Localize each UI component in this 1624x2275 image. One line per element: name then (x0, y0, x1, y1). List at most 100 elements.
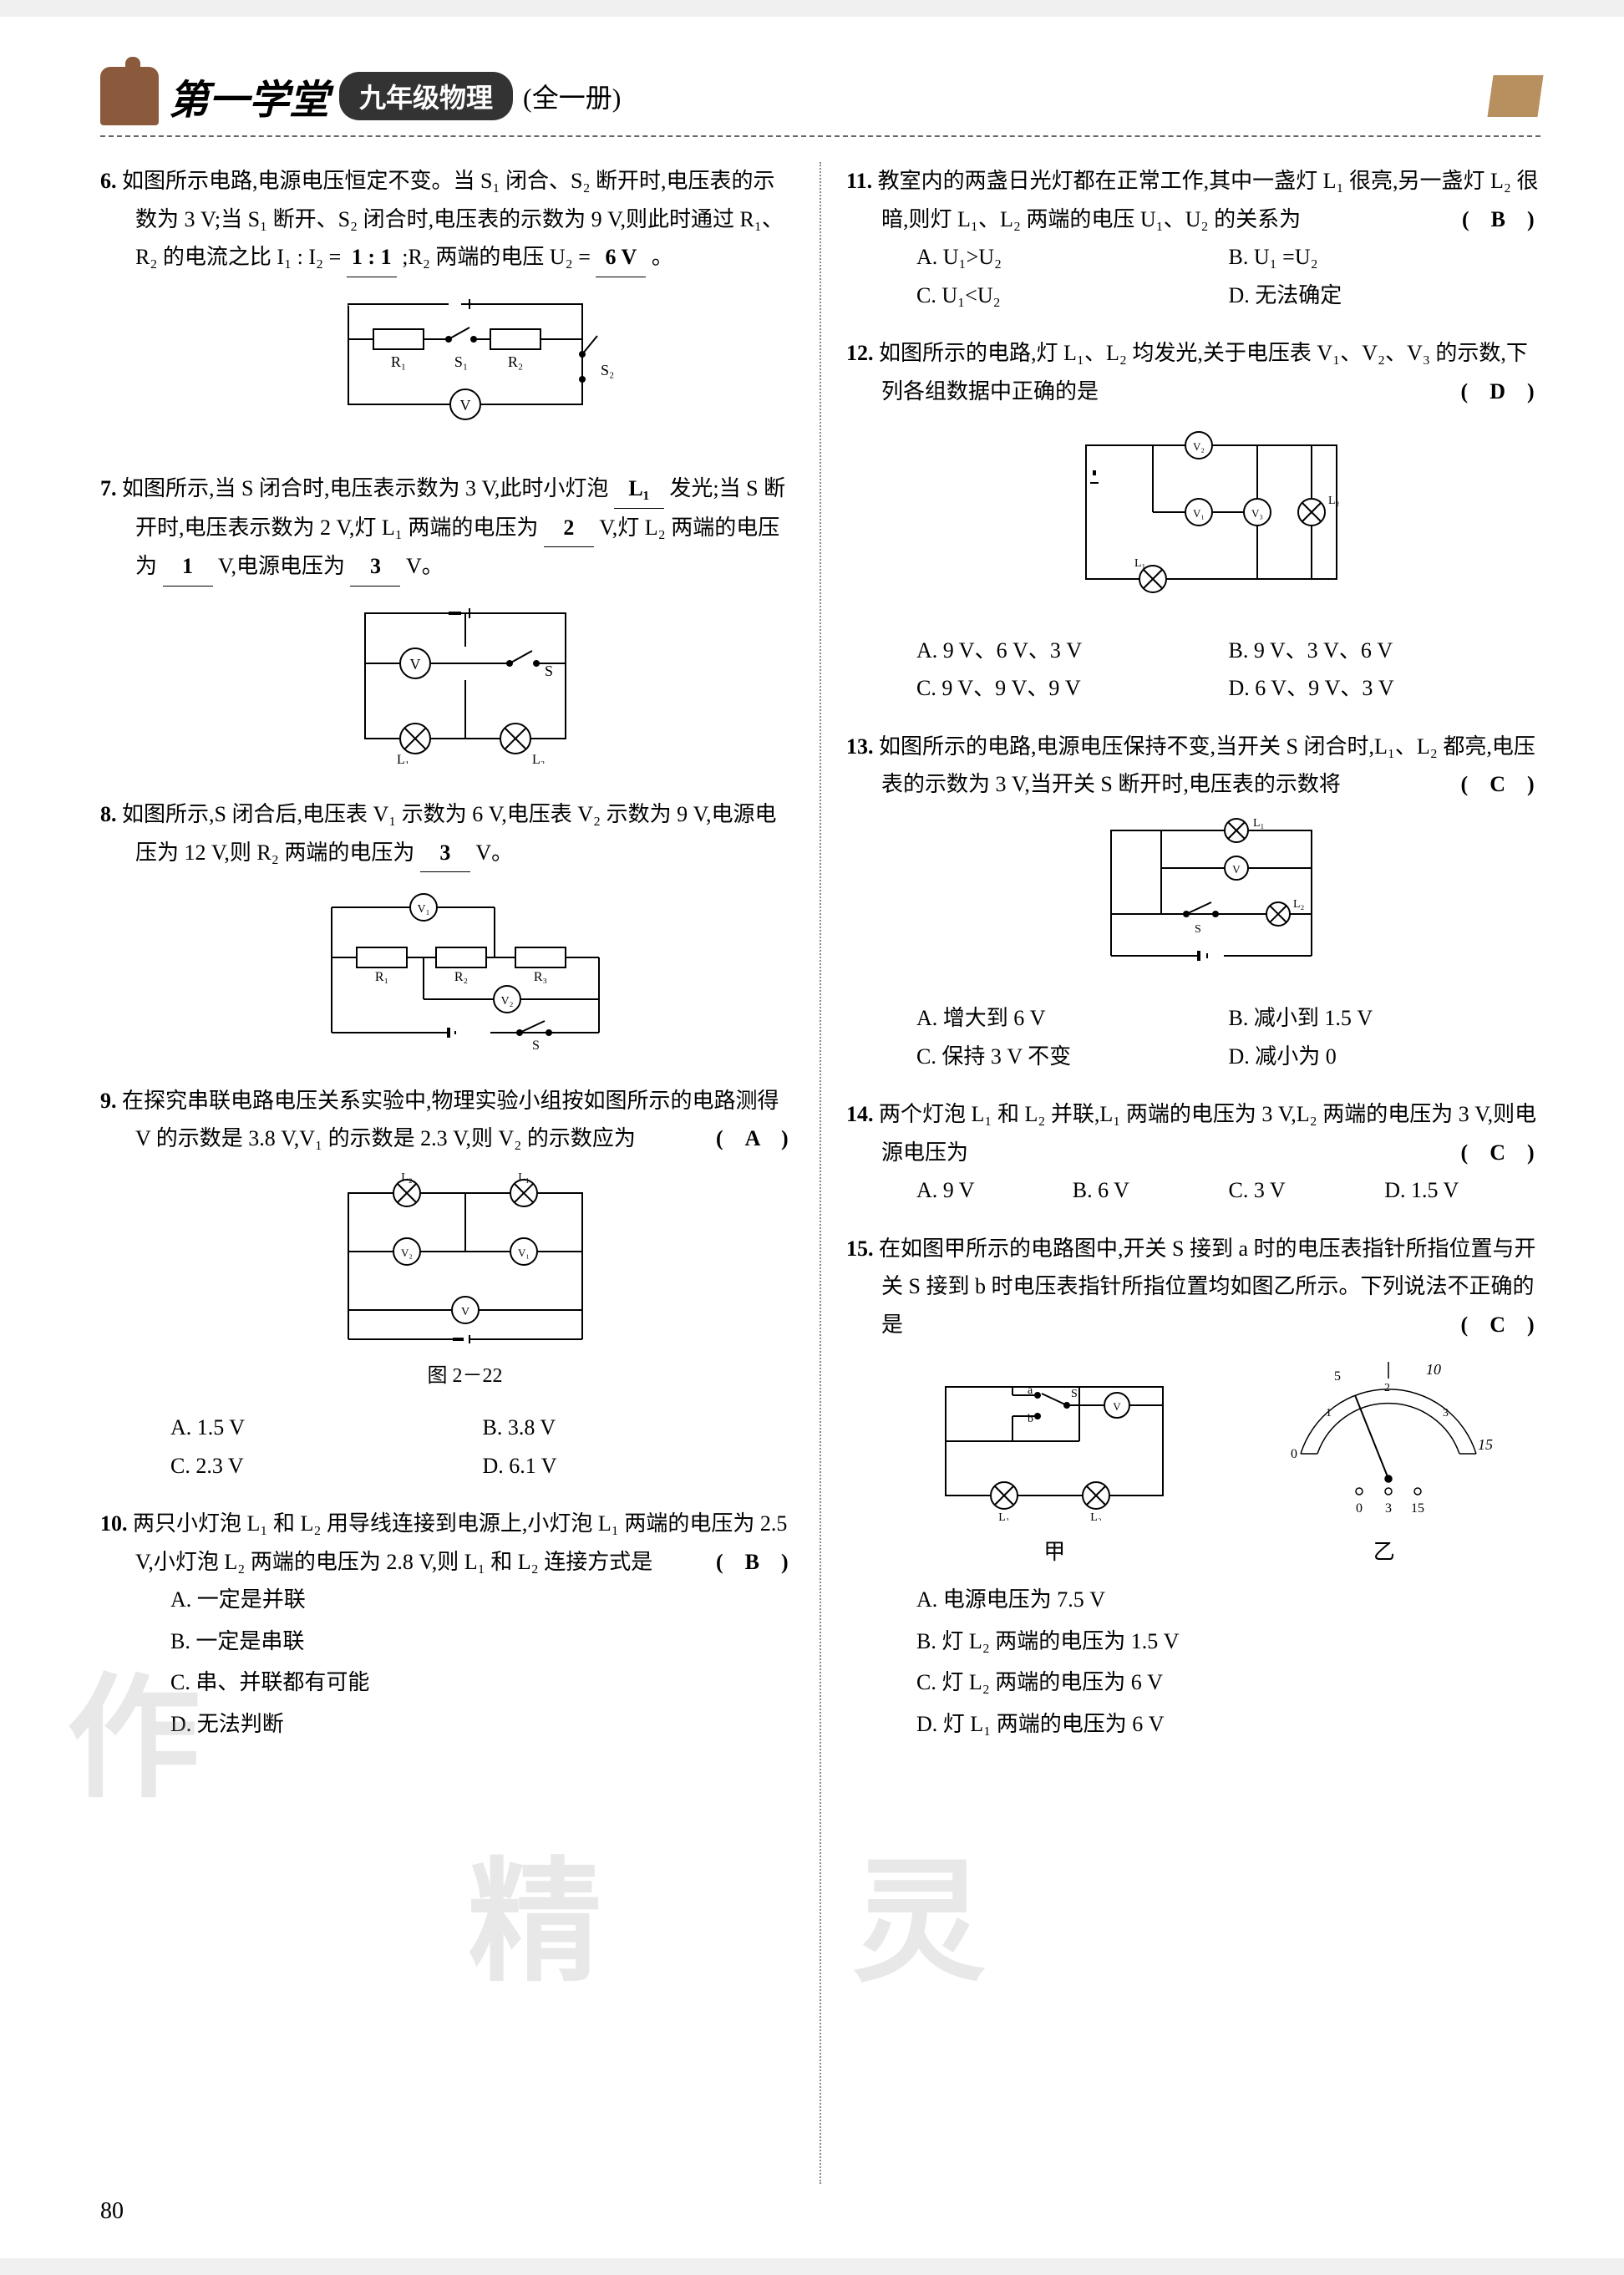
q15-opt-c: C. 灯 L₂ 两端的电压为 6 V (916, 1663, 1540, 1702)
q12-opt-c: C. 9 V、9 V、9 V (916, 669, 1229, 708)
q15-fig-a: a b S V L (929, 1370, 1180, 1571)
q15-opt-d: D. 灯 L₁ 两端的电压为 6 V (916, 1705, 1540, 1744)
svg-text:L₂: L₂ (1328, 495, 1340, 507)
q9-answer: ( A ) (751, 1120, 794, 1158)
q7-ans4: 3 (350, 547, 400, 587)
q14-options: A. 9 V B. 6 V C. 3 V D. 1.5 V (881, 1171, 1540, 1210)
q6-text-b: ;R₂ 两端的电压 U₂ = (402, 245, 596, 269)
question-13: 13. 如图所示的电路,电源电压保持不变,当开关 S 闭合时,L₁、L₂ 都亮,… (846, 728, 1540, 1076)
left-column: 6. 如图所示电路,电源电压恒定不变。当 S₁ 闭合、S₂ 断开时,电压表的示数… (100, 162, 794, 2184)
svg-text:L₁: L₁ (999, 1511, 1010, 1521)
q8-num: 8. (100, 802, 117, 826)
q10-answer: ( B ) (751, 1543, 794, 1582)
q7-text-d: V,电源电压为 (218, 554, 350, 578)
right-column: 11. 教室内的两盏日光灯都在正常工作,其中一盏灯 L₁ 很亮,另一盏灯 L₂ … (846, 162, 1540, 2184)
q9-opt-a: A. 1.5 V (170, 1409, 483, 1447)
q12-opt-a: A. 9 V、6 V、3 V (916, 632, 1229, 670)
question-14: 14. 两个灯泡 L₁ 和 L₂ 并联,L₁ 两端的电压为 3 V,L₂ 两端的… (846, 1095, 1540, 1210)
content-columns: 6. 如图所示电路,电源电压恒定不变。当 S₁ 闭合、S₂ 断开时,电压表的示数… (100, 162, 1540, 2184)
q13-opt-c: C. 保持 3 V 不变 (916, 1038, 1229, 1076)
question-11: 11. 教室内的两盏日光灯都在正常工作,其中一盏灯 L₁ 很亮,另一盏灯 L₂ … (846, 162, 1540, 314)
svg-text:V: V (459, 397, 470, 414)
svg-text:15: 15 (1411, 1501, 1424, 1516)
q10-text: 两只小灯泡 L₁ 和 L₂ 用导线连接到电源上,小灯泡 L₁ 两端的电压为 2.… (133, 1511, 787, 1574)
q9-opt-d: D. 6.1 V (483, 1447, 795, 1485)
q9-text: 在探究串联电路电压关系实验中,物理实验小组按如图所示的电路测得 V 的示数是 3… (122, 1089, 779, 1151)
thumb-icon (100, 67, 159, 125)
q14-answer: ( C ) (1496, 1134, 1540, 1172)
page: 第一学堂 九年级物理 (全一册) 6. 如图所示电路,电源电压恒定不变。当 S₁… (0, 17, 1624, 2258)
svg-text:R₁: R₁ (374, 970, 388, 984)
svg-text:0: 0 (1291, 1447, 1297, 1461)
q9-circuit: L₂ L₁ V₂ V₁ V (135, 1168, 794, 1394)
q10-opt-c: C. 串、并联都有可能 (170, 1663, 794, 1702)
q15-figures: a b S V L (881, 1353, 1540, 1571)
svg-text:V₂: V₂ (401, 1247, 413, 1259)
q8-text-b: V。 (475, 840, 513, 865)
q10-num: 10. (100, 1511, 128, 1536)
q10-opt-b: B. 一定是串联 (170, 1622, 794, 1661)
question-10: 10. 两只小灯泡 L₁ 和 L₂ 用导线连接到电源上,小灯泡 L₁ 两端的电压… (100, 1505, 794, 1743)
q7-text-a: 如图所示,当 S 闭合时,电压表示数为 3 V,此时小灯泡 (122, 476, 614, 500)
q11-answer: ( B ) (1497, 201, 1540, 239)
q14-text: 两个灯泡 L₁ 和 L₂ 并联,L₁ 两端的电压为 3 V,L₂ 两端的电压为 … (879, 1102, 1536, 1165)
svg-text:1: 1 (1326, 1407, 1332, 1419)
q12-num: 12. (846, 341, 874, 365)
svg-text:L₁: L₁ (1134, 557, 1145, 570)
q13-opt-d: D. 减小为 0 (1229, 1038, 1541, 1076)
q9-opt-c: C. 2.3 V (170, 1447, 483, 1485)
q11-text: 教室内的两盏日光灯都在正常工作,其中一盏灯 L₁ 很亮,另一盏灯 L₂ 很暗,则… (878, 169, 1539, 231)
q9-num: 9. (100, 1089, 117, 1113)
q12-opt-d: D. 6 V、9 V、3 V (1229, 669, 1541, 708)
svg-text:R₂: R₂ (454, 970, 467, 984)
svg-text:2: 2 (1384, 1382, 1390, 1394)
svg-text:10: 10 (1426, 1361, 1441, 1378)
q7-ans2: 2 (544, 509, 594, 548)
svg-text:S: S (545, 663, 553, 679)
q11-num: 11. (846, 169, 872, 193)
q11-opt-a: A. U₁>U₂ (916, 238, 1229, 277)
q7-ans3: 1 (163, 547, 213, 587)
svg-text:L₁: L₁ (518, 1171, 529, 1184)
svg-text:S: S (532, 1038, 540, 1049)
q12-text: 如图所示的电路,灯 L₁、L₂ 均发光,关于电压表 V₁、V₂、V₃ 的示数,下… (879, 341, 1528, 404)
q10-opt-d: D. 无法判断 (170, 1705, 794, 1744)
q6-ans1: 1 : 1 (347, 238, 397, 277)
q7-num: 7. (100, 476, 117, 500)
svg-text:V₁: V₁ (518, 1247, 530, 1259)
question-12: 12. 如图所示的电路,灯 L₁、L₂ 均发光,关于电压表 V₁、V₂、V₃ 的… (846, 334, 1540, 708)
svg-text:L₁: L₁ (397, 753, 409, 764)
q7-text-e: V。 (406, 554, 444, 578)
svg-text:V₂: V₂ (500, 995, 513, 1008)
q10-options: A. 一定是并联 B. 一定是串联 C. 串、并联都有可能 D. 无法判断 (135, 1581, 794, 1743)
page-number: 80 (100, 2198, 124, 2225)
svg-text:S₁: S₁ (454, 353, 467, 370)
q9-opt-b: B. 3.8 V (483, 1409, 795, 1447)
svg-text:L₂: L₂ (401, 1171, 413, 1184)
q8-ans1: 3 (420, 834, 470, 873)
q10-opt-a: A. 一定是并联 (170, 1581, 794, 1619)
q7-circuit: V S L₁ L₂ (135, 597, 794, 776)
q12-circuit: V₂ V₁ V₃ L₁ L₂ (881, 420, 1540, 617)
q14-opt-c: C. 3 V (1229, 1171, 1385, 1210)
q6-ans2: 6 V (596, 238, 646, 277)
q13-circuit: L₁ V L₂ S (881, 814, 1540, 985)
q7-ans1: L₁ (614, 470, 664, 509)
q14-num: 14. (846, 1102, 874, 1126)
q15-answer: ( C ) (1496, 1306, 1540, 1344)
q15-opt-b: B. 灯 L₂ 两端的电压为 1.5 V (916, 1622, 1540, 1661)
svg-text:L₂: L₂ (532, 753, 545, 764)
svg-text:V₂: V₂ (1193, 440, 1205, 453)
svg-text:R₃: R₃ (533, 970, 546, 984)
book-icon (1487, 75, 1543, 117)
q11-options: A. U₁>U₂ B. U₁ =U₂ C. U₁<U₂ D. 无法确定 (881, 238, 1540, 314)
q11-opt-c: C. U₁<U₂ (916, 277, 1229, 315)
svg-text:5: 5 (1334, 1369, 1341, 1384)
question-9: 9. 在探究串联电路电压关系实验中,物理实验小组按如图所示的电路测得 V 的示数… (100, 1082, 794, 1485)
q6-circuit: R₁ S₁ R₂ S₂ (135, 287, 794, 450)
q13-answer: ( C ) (1496, 765, 1540, 804)
svg-text:S: S (1071, 1388, 1078, 1400)
q12-answer: ( D ) (1496, 373, 1540, 411)
q14-opt-d: D. 1.5 V (1384, 1171, 1540, 1210)
question-8: 8. 如图所示,S 闭合后,电压表 V₁ 示数为 6 V,电压表 V₂ 示数为 … (100, 795, 794, 1062)
